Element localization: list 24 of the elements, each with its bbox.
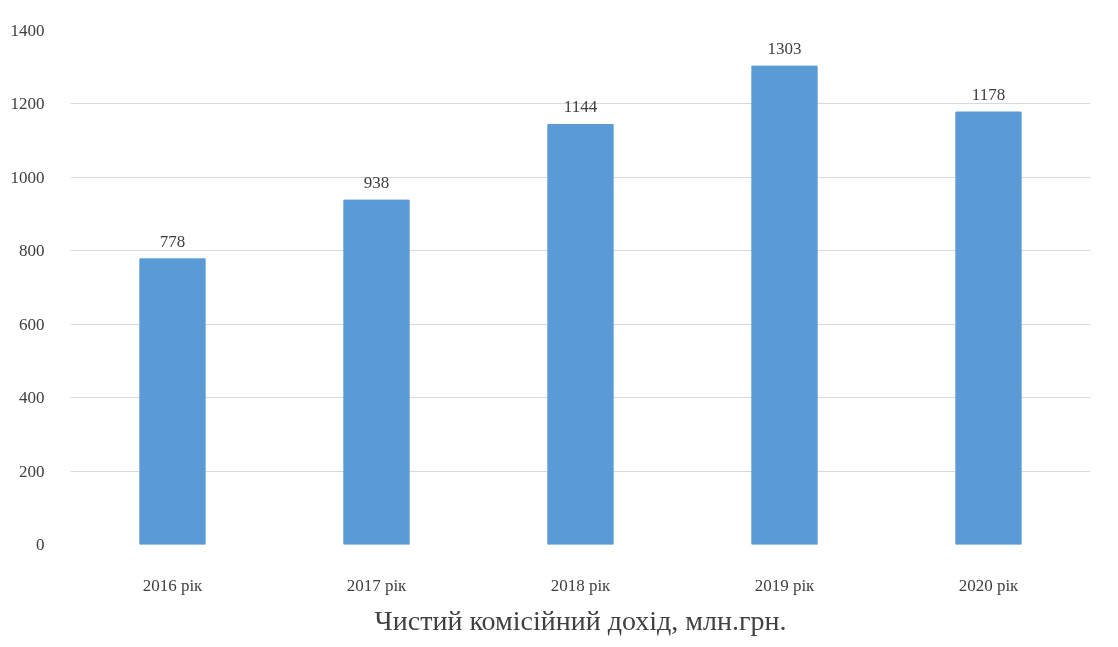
y-tick-label: 800 [19, 241, 45, 261]
x-tick-label: 2018 рік [550, 575, 612, 595]
data-label: 1303 [767, 39, 802, 59]
y-tick-label: 1200 [10, 94, 45, 114]
text: Чистий комісійний дохід, млн.грн. [374, 604, 787, 636]
data-label: 778 [159, 231, 186, 251]
bar [751, 65, 818, 545]
data-label: 938 [363, 173, 390, 193]
y-tick-label: 400 [19, 388, 45, 408]
y-tick-label: 0 [36, 535, 45, 554]
bar [343, 199, 410, 545]
x-tick-label: 2020 рік [958, 575, 1020, 595]
bar [547, 123, 614, 545]
data-label: 1144 [563, 97, 598, 117]
y-tick-label: 1000 [10, 167, 45, 187]
data-label: 1178 [971, 85, 1006, 105]
x-tick-label: 2016 рік [142, 575, 204, 595]
x-tick-label: 2019 рік [754, 575, 816, 595]
bar [139, 258, 206, 545]
y-tick-label: 1400 [10, 21, 45, 40]
y-tick-label: 200 [19, 461, 45, 481]
y-tick-label: 600 [19, 314, 45, 334]
bar [955, 111, 1022, 545]
x-tick-label: 2017 рік [346, 575, 408, 595]
